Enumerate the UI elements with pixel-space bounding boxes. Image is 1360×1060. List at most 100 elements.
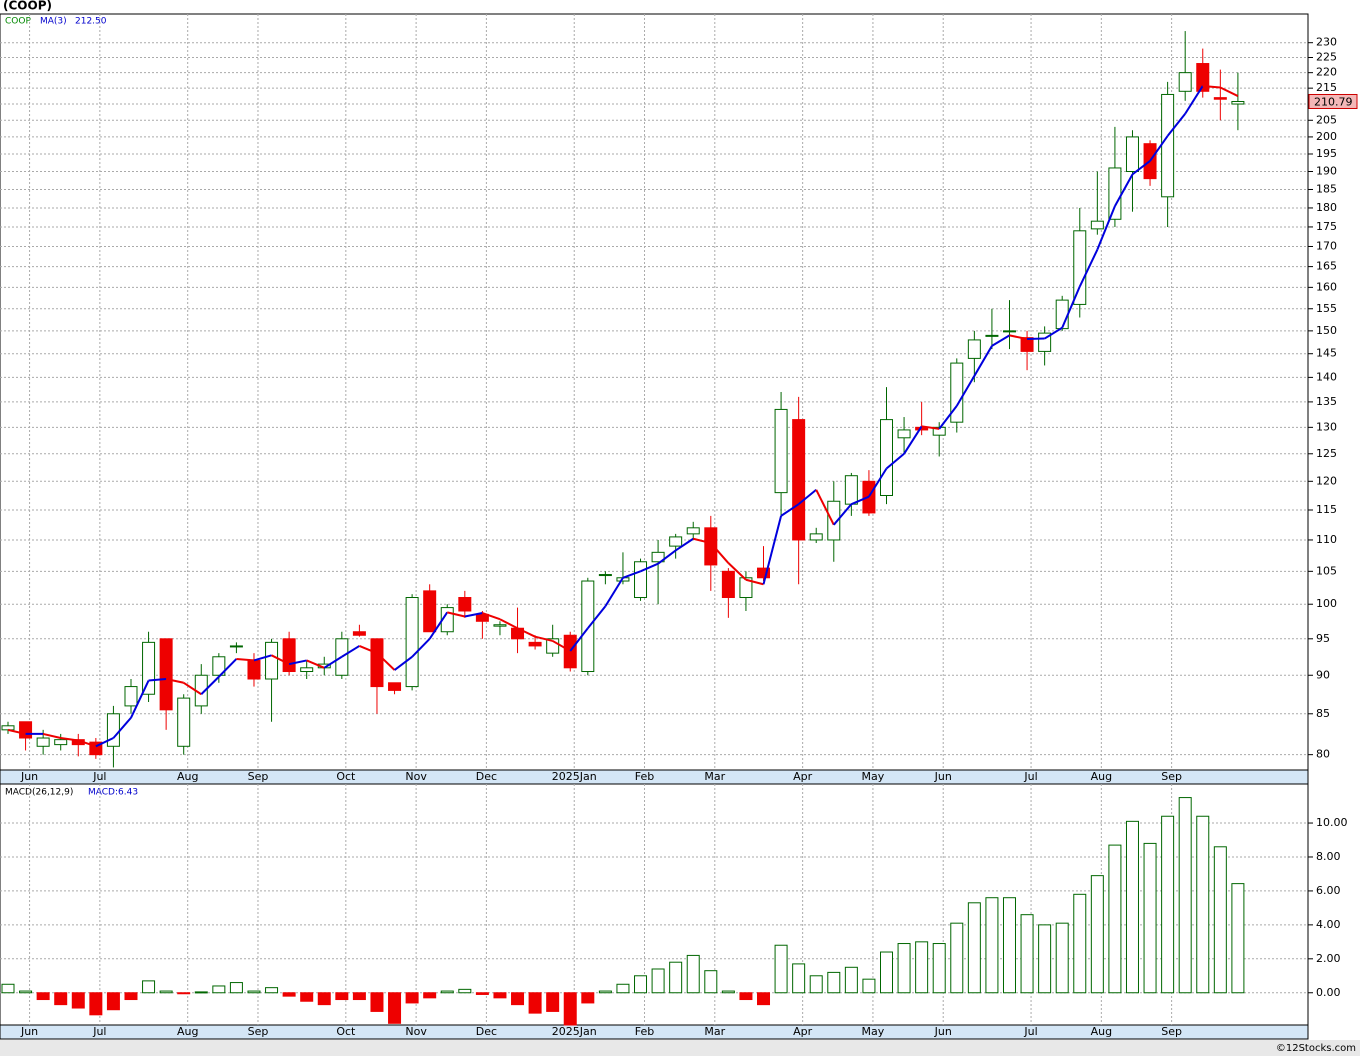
candle-body xyxy=(845,476,857,504)
y-tick-label: 125 xyxy=(1316,447,1337,460)
candle-body xyxy=(353,632,365,636)
candle-body xyxy=(178,698,190,746)
y-tick-label: 0.00 xyxy=(1316,986,1341,999)
y-tick-label: 110 xyxy=(1316,533,1337,546)
candle-body xyxy=(55,740,67,745)
macd-bar xyxy=(670,962,682,993)
candle-body xyxy=(143,642,155,694)
macd-bar xyxy=(283,993,295,996)
y-tick-label: 85 xyxy=(1316,707,1330,720)
macd-bar xyxy=(1003,898,1015,993)
candle-body xyxy=(37,738,49,746)
candle-body xyxy=(1091,221,1103,229)
y-tick-label: 205 xyxy=(1316,113,1337,126)
macd-bar xyxy=(740,993,752,1000)
legend-symbol: COOP xyxy=(5,17,31,27)
candle-body xyxy=(810,534,822,540)
x-tick-label: Oct xyxy=(336,1025,356,1038)
macd-bar xyxy=(248,991,260,993)
header: (COOP) xyxy=(3,0,52,13)
candle-body xyxy=(1126,137,1138,172)
y-tick-label: 8.00 xyxy=(1316,850,1341,863)
y-tick-label: 195 xyxy=(1316,147,1337,160)
y-tick-label: 200 xyxy=(1316,130,1337,143)
macd-bar xyxy=(881,952,893,993)
macd-bar xyxy=(1074,894,1086,992)
candle-body xyxy=(283,639,295,672)
macd-bar xyxy=(266,988,278,993)
candle-body xyxy=(898,430,910,438)
y-tick-label: 100 xyxy=(1316,597,1337,610)
y-tick-label: 2.00 xyxy=(1316,952,1341,965)
candle-body xyxy=(1232,101,1244,104)
macd-bar xyxy=(529,993,541,1013)
y-tick-label: 220 xyxy=(1316,66,1337,79)
macd-bar xyxy=(705,971,717,993)
y-tick-label: 120 xyxy=(1316,474,1337,487)
y-tick-label: 4.00 xyxy=(1316,918,1341,931)
copyright: ©12Stocks.com xyxy=(1276,1043,1356,1054)
candle-body xyxy=(494,625,506,626)
macd-bar xyxy=(107,993,119,1010)
candle-body xyxy=(1162,94,1174,196)
y-tick-label: 160 xyxy=(1316,280,1337,293)
candle-body xyxy=(248,660,260,679)
x-tick-label: Aug xyxy=(177,770,198,783)
y-tick-label: 170 xyxy=(1316,239,1337,252)
x-tick-label: Jun xyxy=(934,770,952,783)
candle-body xyxy=(1214,98,1226,100)
y-tick-label: 145 xyxy=(1316,347,1337,360)
candle-body xyxy=(424,591,436,632)
macd-bar xyxy=(775,945,787,993)
macd-bar xyxy=(1214,847,1226,993)
macd-bar xyxy=(512,993,524,1005)
macd-bar xyxy=(318,993,330,1005)
y-tick-label: 140 xyxy=(1316,370,1337,383)
candle-body xyxy=(301,668,313,672)
candle-body xyxy=(266,642,278,679)
x-tick-label: Oct xyxy=(336,770,356,783)
macd-bar xyxy=(494,993,506,998)
y-tick-label: 95 xyxy=(1316,632,1330,645)
candle-body xyxy=(371,639,383,687)
x-tick-label: Feb xyxy=(635,1025,654,1038)
macd-bar xyxy=(687,955,699,992)
macd-bar xyxy=(898,944,910,993)
x-tick-label: Jun xyxy=(20,770,38,783)
macd-bar xyxy=(459,989,471,992)
y-tick-label: 115 xyxy=(1316,503,1337,516)
candle-body xyxy=(687,528,699,534)
candle-body xyxy=(775,409,787,492)
x-tick-label: 2025Jan xyxy=(552,1025,597,1038)
macd-bar xyxy=(389,993,401,1024)
macd-bar xyxy=(55,993,67,1005)
x-tick-label: Feb xyxy=(635,770,654,783)
candle-body xyxy=(722,571,734,597)
candle-body xyxy=(793,420,805,540)
x-tick-label: Jun xyxy=(20,1025,38,1038)
x-tick-label: Sep xyxy=(248,1025,269,1038)
macd-bar xyxy=(1144,843,1156,992)
y-tick-label: 180 xyxy=(1316,201,1337,214)
x-tick-label: Sep xyxy=(1161,770,1182,783)
macd-bar xyxy=(230,983,242,993)
x-tick-label: Sep xyxy=(1161,1025,1182,1038)
macd-bar xyxy=(863,979,875,993)
last-price-label: 210.79 xyxy=(1314,95,1353,108)
x-tick-label: Aug xyxy=(1091,770,1112,783)
macd-bar xyxy=(336,993,348,1000)
macd-bar xyxy=(1091,876,1103,993)
candle-body xyxy=(582,581,594,671)
macd-bar xyxy=(476,993,488,995)
y-tick-label: 175 xyxy=(1316,220,1337,233)
macd-bar xyxy=(1056,923,1068,993)
macd-bar xyxy=(1232,884,1244,993)
macd-bar xyxy=(951,923,963,993)
x-tick-label: Aug xyxy=(1091,1025,1112,1038)
macd-bar xyxy=(195,992,207,993)
y-tick-label: 90 xyxy=(1316,668,1330,681)
candle-body xyxy=(951,363,963,422)
candle-body xyxy=(670,537,682,546)
macd-bar xyxy=(143,981,155,993)
